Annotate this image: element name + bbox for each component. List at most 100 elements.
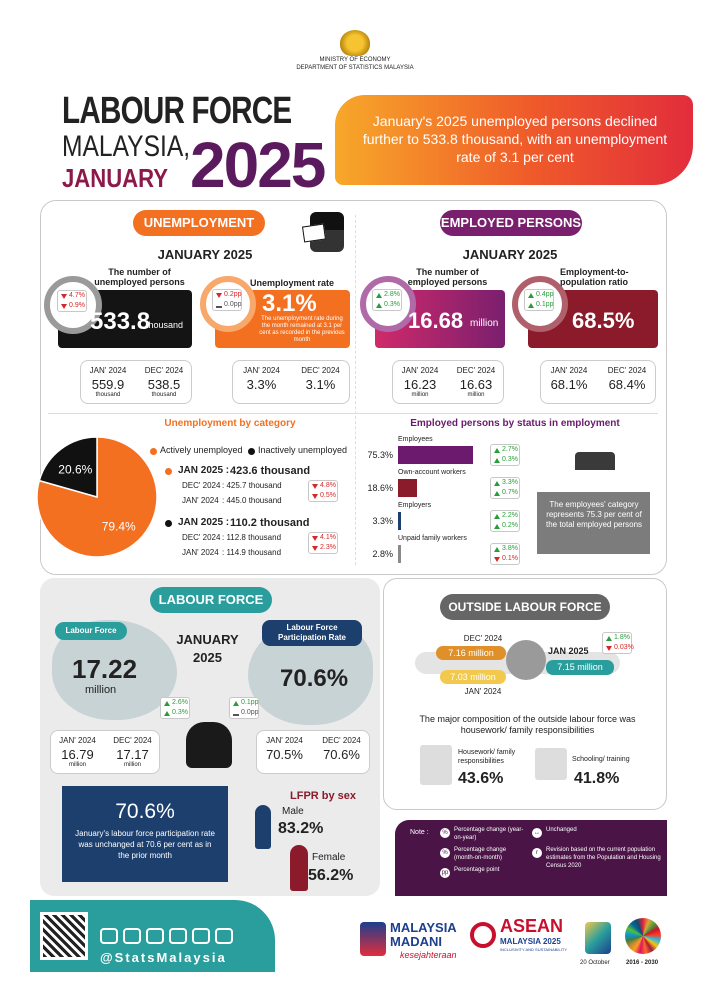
bar-category: Own-account workers [398,469,466,476]
change-text: 0.0pp [241,709,259,716]
title-line: LABOUR FORCE [62,90,292,132]
change-text: 0.3% [384,301,400,308]
sex-label: Male [282,806,304,817]
tl-period: JAN' 2024 [464,687,502,696]
pie-slice [38,436,98,498]
change-text: 0.2pp [224,291,242,298]
component-icon [535,748,567,780]
card-value: 16.68 [408,308,464,333]
component-label: Housework/ family responsibilities [458,749,516,765]
change-badge: 4.8% 0.5% [308,480,338,502]
component-value: 43.6% [458,770,504,787]
legend-dot [165,520,172,527]
compare-box [80,360,192,404]
arrow-same [233,714,239,716]
compare-unit: thousand [95,392,121,398]
compare-unit: million [123,762,141,768]
handle: @StatsMalaysia [100,950,227,965]
change-text: 4.7% [69,292,85,299]
period: JANUARY 2025 [462,247,558,262]
change-text: 2.7% [502,446,518,453]
compare-box [50,730,160,774]
group-period: JAN 2025 : [178,517,230,528]
female-icon [290,845,308,891]
compare-value: 68.4% [608,377,646,392]
note-text: The employees' category represents 75.3 … [545,500,643,529]
logo-text: 20 October [580,960,610,966]
change-text: 0.9% [69,302,85,309]
change-badge: 1.8% 0.03% [602,632,634,654]
logo-text: MADANI [390,934,442,949]
logo-text: 2016 - 2030 [626,960,659,966]
section-title: Employed persons by status in employment [410,418,620,429]
compare-value: 70.6% [323,747,360,762]
sub-pill: Labour Force Participation Rate [262,620,362,646]
section-pill: OUTSIDE LABOUR FORCE [440,594,610,620]
note-text: Revision based on the current population… [546,847,661,869]
section-title: LFPR by sex [290,790,357,802]
arrow-down [312,484,318,489]
arrow-up [494,547,500,552]
sex-value: 83.2% [278,820,324,837]
compare-period: DEC' 2024 [144,366,184,375]
arrow-down [312,494,318,499]
worker-icon [575,452,615,482]
sex-value: 56.2% [308,867,354,884]
tl-period: JAN 2025 [548,646,589,656]
compare-value: 16.63 [459,377,493,392]
arrow-up [494,448,500,453]
change-text: 3.3% [502,479,518,486]
highlight-box [62,786,228,882]
arrow-up [494,458,500,463]
bar [398,545,401,563]
change-badge: 2.8% 0.3% [372,289,402,311]
sex-label: Female [312,852,346,863]
arrow-up [494,524,500,529]
bar-value-label: 18.6% [367,483,393,493]
social-icon [123,928,141,944]
top-panel [40,200,667,575]
legend-label: Actively unemployed [160,445,243,455]
logo-text: MALAYSIA [390,920,457,935]
bar [398,446,474,464]
change-text: 0.0pp [224,301,242,308]
highlight-text: January's labour force participation rat… [75,829,215,860]
compare-value: 3.1% [305,377,336,392]
compare-unit: million [68,762,86,768]
group-value: 110.2 thousand [230,517,310,529]
period: 2025 [193,650,222,665]
ministry: MINISTRY OF ECONOMY [319,57,391,63]
row-period: JAN' 2024 [182,548,219,557]
highlight-value: 70.6% [115,800,175,823]
asean-logo [470,922,496,948]
note-text: Percentage change (month-on-month) [454,847,507,861]
bar [398,479,417,497]
note-text: Unchanged [546,827,577,833]
summary: The major composition of the outside lab… [419,714,636,735]
tl-value: 7.16 million [436,646,506,660]
compare-period: DEC' 2024 [301,366,340,375]
compare-value: 3.3% [246,377,277,392]
group-value: 423.6 thousand [230,465,311,477]
row-period: DEC' 2024 [182,533,221,542]
change-text: 0.7% [502,489,518,496]
title-year: 2025 [190,129,326,201]
arrow-down [606,646,612,651]
tl-period: DEC' 2024 [463,634,503,643]
note-symbol: % [440,848,450,858]
bar-value-label: 2.8% [372,549,393,559]
legend-dot [165,468,172,475]
compare-unit: million [467,392,485,398]
social-icon [169,928,187,944]
department: DEPARTMENT OF STATISTICS MALAYSIA [296,65,414,71]
compare-period: DEC' 2024 [607,366,647,375]
card-ring [360,276,416,332]
note-text: Percentage change (year-on-year) [454,827,524,841]
change-text: 2.2% [502,512,518,519]
change-badge: 0.1pp 0.0pp [229,697,259,719]
compare-value: 538.5 [147,377,181,392]
group-period: JAN 2025 : [178,465,230,476]
note-symbol: r [532,848,542,858]
check-logo [585,922,611,954]
note-label: Note : [410,829,429,836]
